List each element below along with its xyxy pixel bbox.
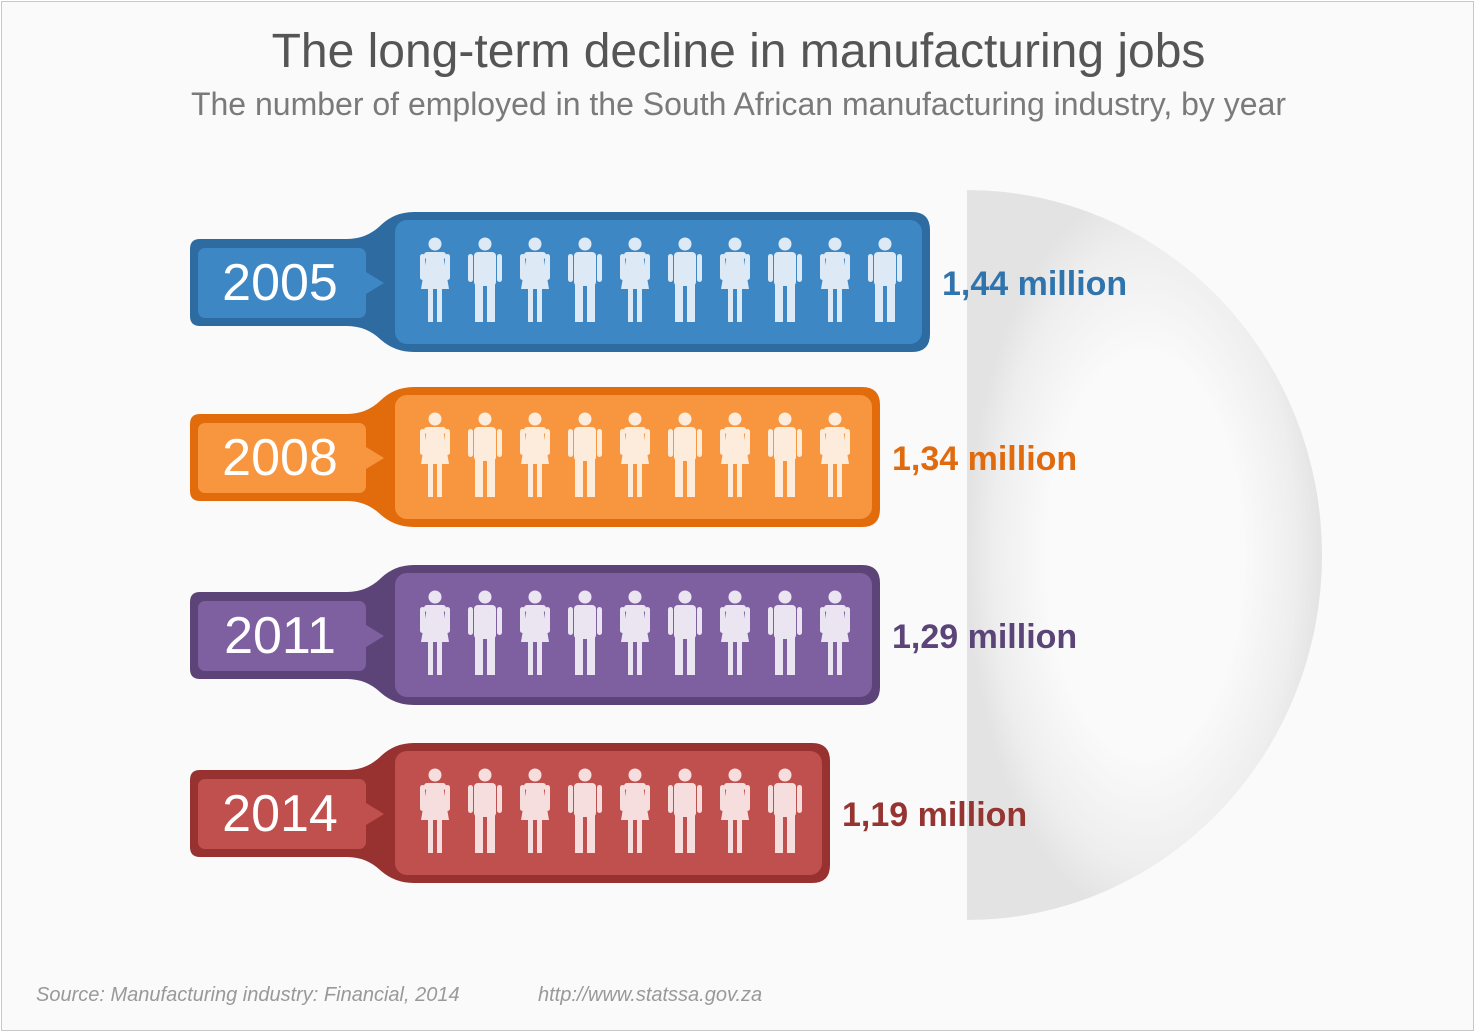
year-box-pointer (366, 272, 384, 294)
female-figure-icon (420, 590, 450, 675)
figures-panel-2014 (395, 751, 822, 875)
year-box-pointer (366, 447, 384, 469)
female-figure-icon (720, 590, 750, 675)
source-citation: Source: Manufacturing industry: Financia… (36, 984, 460, 1006)
year-box-pointer (366, 625, 384, 647)
female-figure-icon (420, 412, 450, 497)
female-figure-icon (820, 412, 850, 497)
female-figure-icon (520, 768, 550, 853)
value-label-2005: 1,44 million (942, 265, 1127, 303)
female-figure-icon (720, 237, 750, 322)
male-figure-icon (868, 237, 902, 322)
bar-row-2011: 2011 1,29 million (190, 565, 1077, 705)
year-label: 2014 (222, 785, 338, 843)
female-figure-icon (420, 237, 450, 322)
source-url[interactable]: http://www.statssa.gov.za (538, 984, 763, 1006)
male-figure-icon (468, 590, 502, 675)
male-figure-icon (468, 237, 502, 322)
year-box-pointer (366, 803, 384, 825)
male-figure-icon (468, 768, 502, 853)
male-figure-icon (668, 768, 702, 853)
female-figure-icon (620, 412, 650, 497)
male-figure-icon (668, 590, 702, 675)
female-figure-icon (620, 768, 650, 853)
bar-row-2008: 2008 1,34 million (190, 387, 1077, 527)
female-figure-icon (520, 412, 550, 497)
value-label-2011: 1,29 million (892, 618, 1077, 656)
male-figure-icon (768, 412, 802, 497)
year-box-2005 (198, 248, 366, 318)
year-box-2014 (198, 779, 366, 849)
female-figure-icon (420, 768, 450, 853)
male-figure-icon (568, 768, 602, 853)
male-figure-icon (768, 237, 802, 322)
bar-row-2014: 2014 1,19 million (190, 743, 1027, 883)
value-label-2014: 1,19 million (842, 796, 1027, 834)
male-figure-icon (568, 237, 602, 322)
year-label: 2005 (222, 254, 338, 312)
male-figure-icon (768, 768, 802, 853)
male-figure-icon (568, 590, 602, 675)
chart-subtitle: The number of employed in the South Afri… (190, 86, 1287, 122)
year-box-2008 (198, 423, 366, 493)
male-figure-icon (468, 412, 502, 497)
female-figure-icon (520, 237, 550, 322)
year-label: 2008 (222, 429, 338, 487)
male-figure-icon (668, 237, 702, 322)
year-box-2011 (198, 601, 366, 671)
bar-row-2005: 2005 1,44 million (190, 212, 1127, 352)
male-figure-icon (668, 412, 702, 497)
chart-title: The long-term decline in manufacturing j… (271, 25, 1206, 78)
male-figure-icon (568, 412, 602, 497)
female-figure-icon (620, 590, 650, 675)
year-label: 2011 (224, 607, 336, 665)
value-label-2008: 1,34 million (892, 440, 1077, 478)
female-figure-icon (720, 768, 750, 853)
female-figure-icon (820, 590, 850, 675)
female-figure-icon (720, 412, 750, 497)
female-figure-icon (820, 237, 850, 322)
male-figure-icon (768, 590, 802, 675)
female-figure-icon (520, 590, 550, 675)
female-figure-icon (620, 237, 650, 322)
